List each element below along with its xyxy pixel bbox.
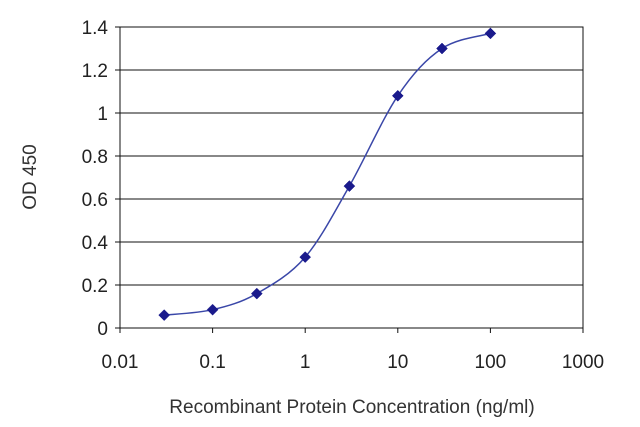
data-point xyxy=(343,180,356,192)
x-axis-title: Recombinant Protein Concentration (ng/ml… xyxy=(169,397,534,418)
data-point xyxy=(206,303,219,316)
y-tick-label: 1.2 xyxy=(82,61,108,82)
y-tick-label: 1 xyxy=(97,104,108,125)
x-tick-label: 10 xyxy=(387,352,408,373)
data-point xyxy=(250,287,263,300)
x-tick-label: 1 xyxy=(300,352,311,373)
data-point xyxy=(158,309,171,321)
data-point xyxy=(484,27,497,40)
y-tick-label: 1.4 xyxy=(82,18,109,39)
data-point xyxy=(436,42,448,55)
x-tick-label: 100 xyxy=(475,352,507,373)
y-axis-title: OD 450 xyxy=(20,144,41,209)
y-tick-label: 0.4 xyxy=(82,233,109,254)
plot-frame xyxy=(119,26,584,329)
x-tick-label: 0.1 xyxy=(199,352,225,373)
y-axis-ticks: 0 0.2 0.4 0.6 0.8 1 1.2 1.4 xyxy=(82,18,120,340)
data-point xyxy=(391,89,404,102)
fit-curve-line xyxy=(164,32,491,316)
y-tick-label: 0.6 xyxy=(82,190,108,211)
data-points xyxy=(158,27,497,321)
x-tick-label: 0.01 xyxy=(102,352,139,373)
data-point xyxy=(299,251,312,263)
y-tick-label: 0.2 xyxy=(82,276,108,297)
x-axis-ticks: 0.01 0.1 1 10 100 1000 xyxy=(102,328,604,373)
y-tick-label: 0.8 xyxy=(82,147,108,168)
grid-lines xyxy=(120,69,583,286)
x-tick-label: 1000 xyxy=(562,352,604,373)
y-tick-label: 0 xyxy=(97,319,108,340)
